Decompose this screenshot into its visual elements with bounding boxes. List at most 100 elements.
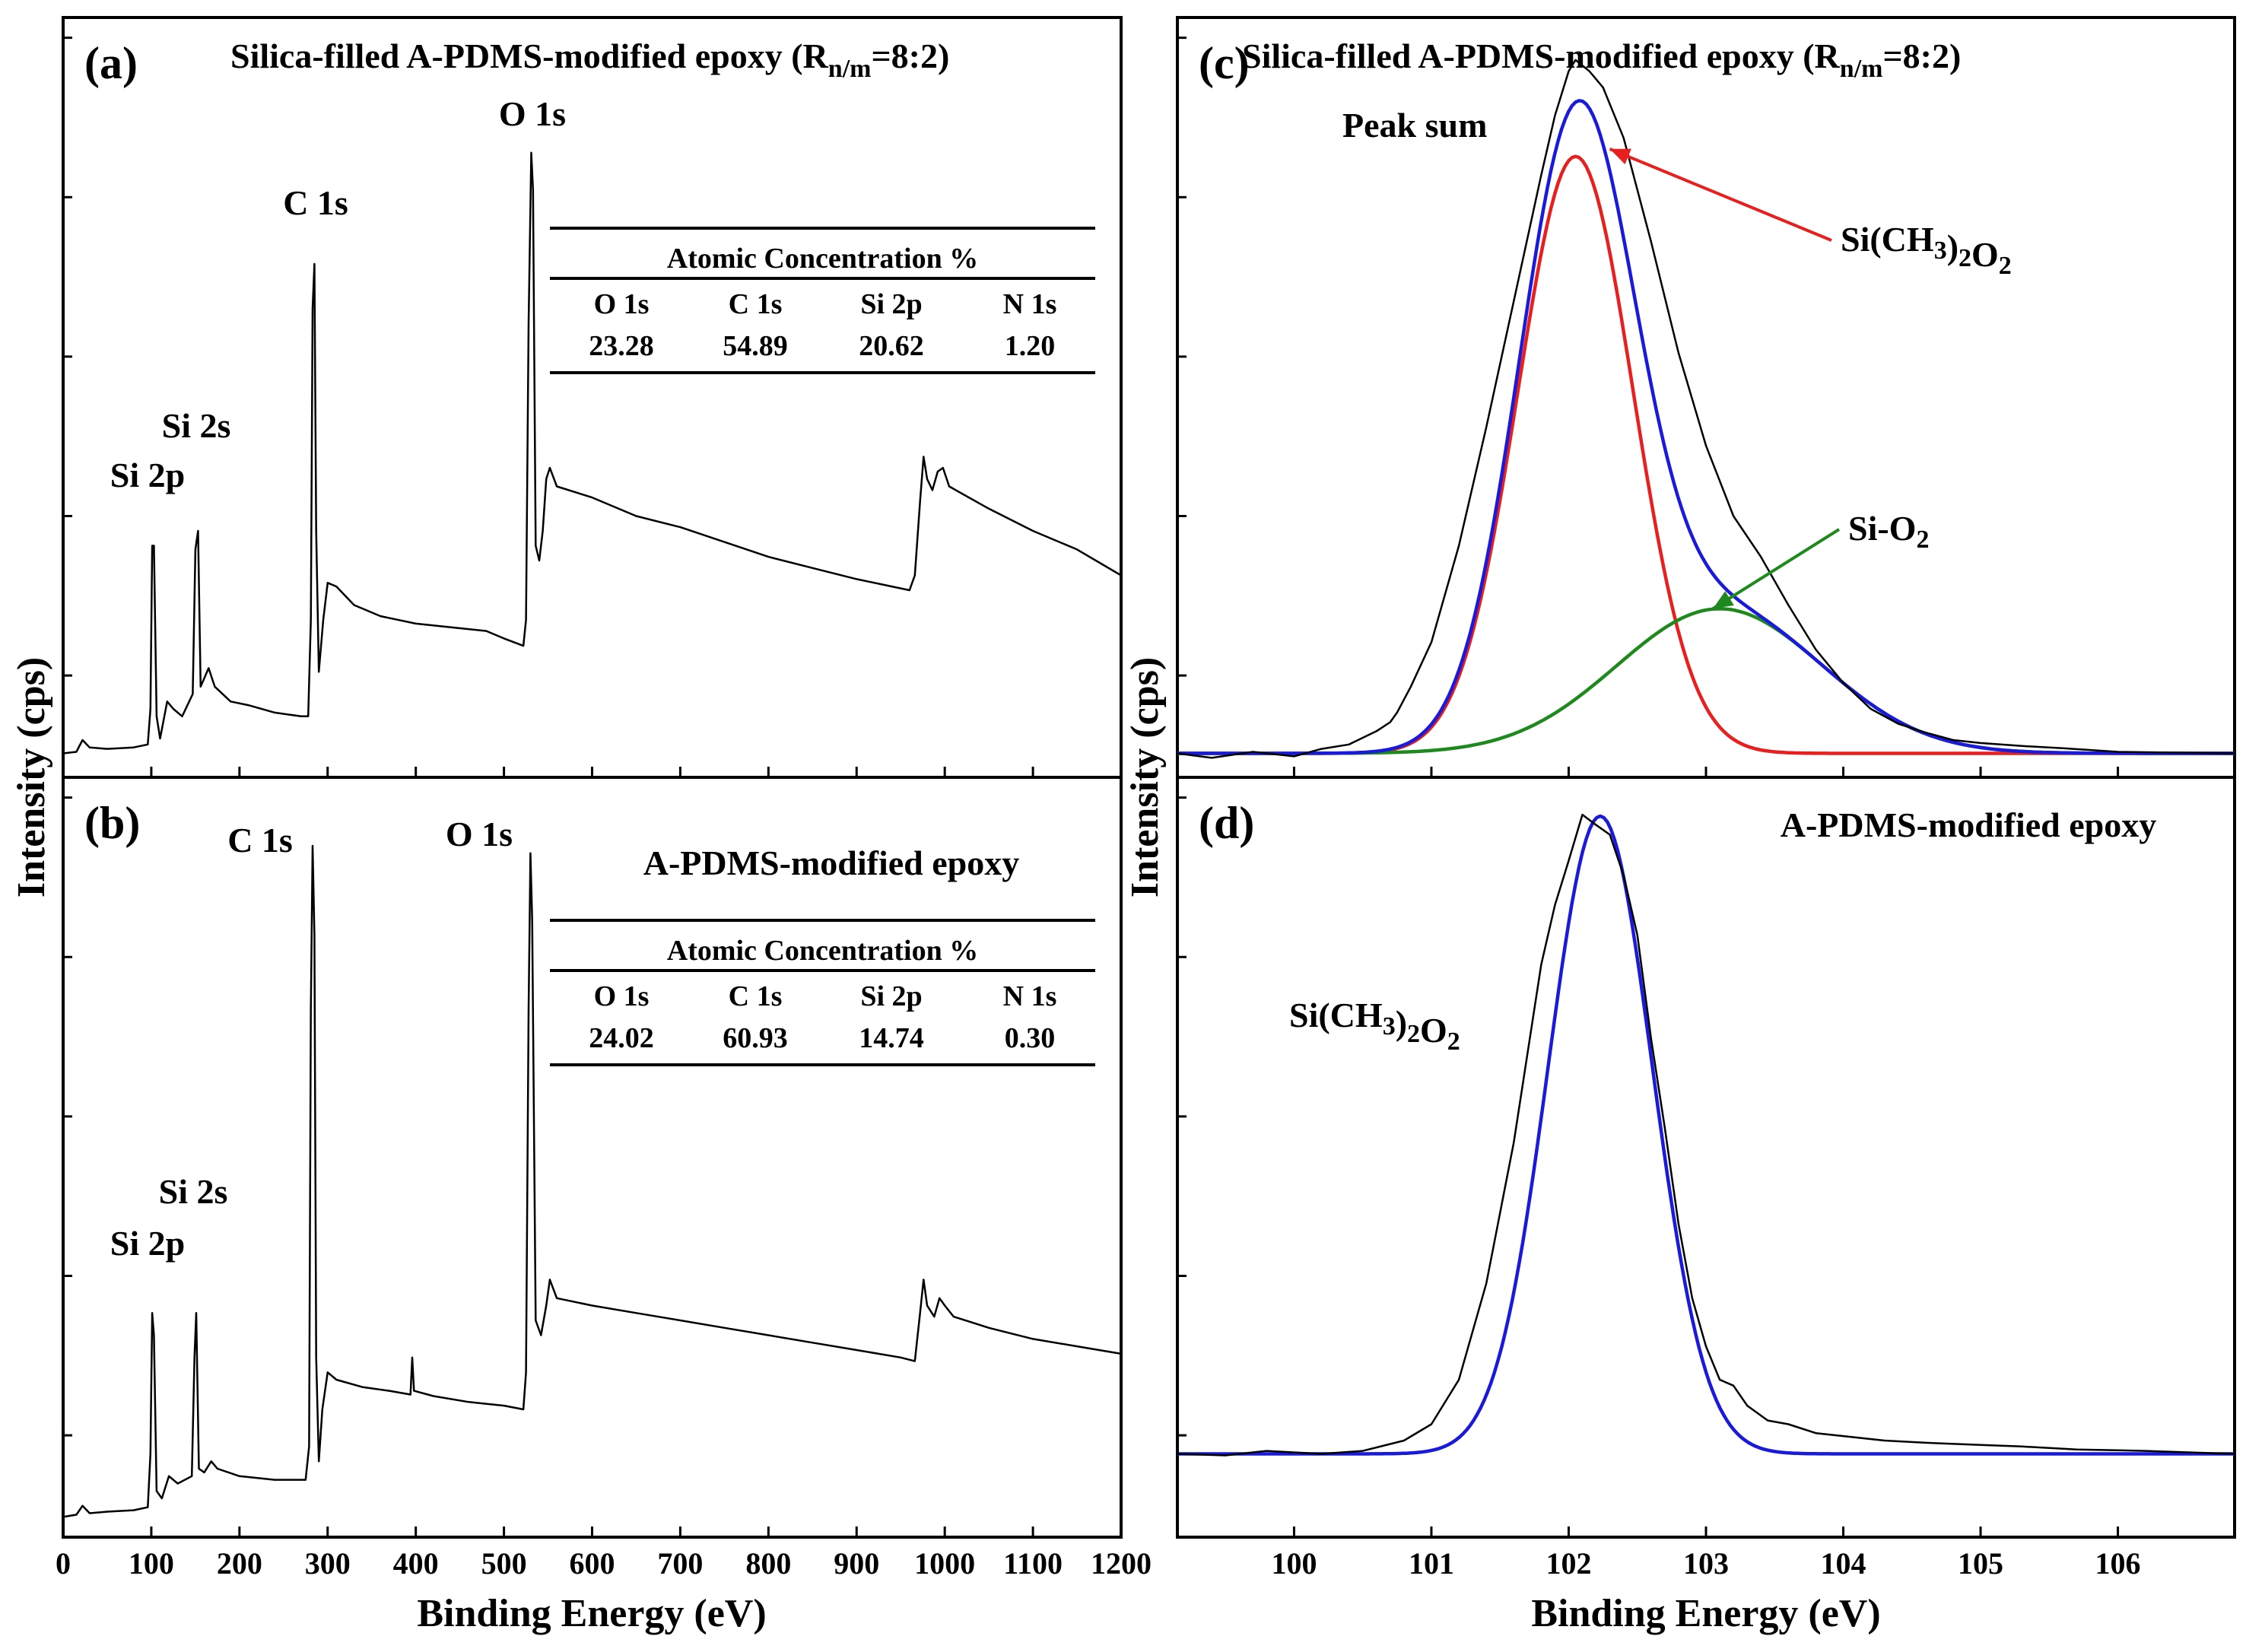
x-tick-label: 103 (1683, 1546, 1729, 1581)
panel-d: 100 101 102 103 104 105 106 (d) A-PDMS-modified … (1177, 796, 2235, 1581)
annotation-arrow (1711, 528, 1841, 611)
table-cell: 20.62 (859, 330, 924, 362)
x-tick-label: 700 (657, 1546, 703, 1581)
annotation-part: 2 (1999, 252, 2012, 280)
x-tick-label: 0 (56, 1546, 71, 1581)
table-header: Atomic Concentration % (667, 243, 978, 275)
x-tick-label: 105 (1958, 1546, 2003, 1581)
annotation-si-ch3-2o2: Si(CH3)2O2 (1841, 220, 2012, 280)
series-raw-data (1177, 813, 2235, 1457)
x-tick-label: 400 (393, 1546, 439, 1581)
x-tick-label: 1100 (1003, 1546, 1063, 1581)
peak-label: Si 2s (162, 406, 231, 445)
x-tick-label: 300 (305, 1546, 351, 1581)
panel-title-end: =8:2) (871, 37, 949, 75)
series-peak-sum (1177, 99, 2235, 755)
annotation-arrowhead (1609, 148, 1631, 164)
table-column-header: O 1s (594, 980, 650, 1012)
x-tick-label: 102 (1546, 1546, 1591, 1581)
annotation-part: 2 (1447, 1028, 1460, 1056)
annotation-part: O (1420, 1011, 1447, 1050)
peak-label: O 1s (499, 94, 566, 133)
panel-title-sub: n/m (1840, 55, 1883, 83)
peak-label: Si 2s (159, 1172, 228, 1211)
annotation-part: Si(CH (1289, 996, 1383, 1034)
panel-b: 0 100 200 300 400 500 600 700 800 900 1000 1100 1200… (56, 796, 1152, 1581)
series-survey (62, 844, 1122, 1518)
annotation-arrow (1609, 148, 1832, 242)
annotation-part: Peak sum (1342, 106, 1487, 145)
table-column-header: Si 2p (860, 288, 922, 320)
table-cell: 54.89 (723, 330, 788, 362)
panel-title: A-PDMS-modified epoxy (643, 843, 1019, 882)
x-tick-label: 100 (1271, 1546, 1317, 1581)
annotation-peak-sum: Peak sum (1342, 106, 1487, 145)
x-tick-label: 104 (1821, 1546, 1866, 1581)
annotation-part: 2 (1916, 526, 1929, 554)
annotation-arrowhead (1713, 591, 1734, 609)
annotation-part: O (1971, 235, 1999, 274)
panel-tag-a: (a) (84, 38, 138, 88)
table-column-header: Si 2p (860, 980, 922, 1012)
table-cell: 24.02 (589, 1022, 654, 1054)
annotation-si-ch3-2o2: Si(CH3)2O2 (1289, 996, 1460, 1056)
table-column-header: O 1s (594, 288, 650, 320)
panel-tag-b: (b) (84, 798, 140, 848)
annotation-part: 2 (1407, 1020, 1420, 1048)
annotation-part: 2 (1958, 244, 1971, 272)
x-tick-label: 1000 (914, 1546, 975, 1581)
series-si-o2 (1177, 607, 2235, 755)
x-tick-label: 100 (129, 1546, 174, 1581)
panel-title: Silica-filled A-PDMS-modified epoxy (Rn/… (230, 37, 949, 83)
panel-tag-c: (c) (1199, 38, 1250, 88)
table-column-header: N 1s (1003, 288, 1057, 320)
x-tick-label: 500 (481, 1546, 527, 1581)
annotation-part: Si-O (1848, 509, 1916, 548)
y-axis-label-right: Intensity (cps) (1123, 657, 1167, 897)
panel-title-main: Silica-filled A-PDMS-modified epoxy (R (230, 37, 829, 75)
annotation-part: 3 (1934, 237, 1947, 265)
peak-label: C 1s (283, 183, 348, 222)
x-tick-label: 101 (1409, 1546, 1454, 1581)
panel-title: A-PDMS-modified epoxy (1781, 805, 2156, 844)
table-cell: 60.93 (723, 1022, 788, 1054)
annotation-si-o2: Si-O2 (1848, 509, 1929, 554)
panel-title-sub: n/m (828, 55, 872, 83)
panel-title: Silica-filled A-PDMS-modified epoxy (Rn/… (1242, 37, 1961, 83)
table-column-header: N 1s (1003, 980, 1057, 1012)
y-axis-label-left: Intensity (cps) (10, 657, 53, 897)
annotation-part: ) (1396, 1003, 1407, 1042)
peak-label: Si 2p (110, 456, 185, 494)
panel-a: (a) Silica-filled A-PDMS-modified epoxy (… (62, 37, 1123, 777)
table-cell: 0.30 (1005, 1022, 1056, 1054)
series-si-ch3-2o2 (1177, 814, 2235, 1456)
table-cell: 23.28 (589, 330, 654, 362)
panel-c: (c)Silica-filled A-PDMS-modified epoxy (… (1177, 37, 2235, 777)
annotation-part: ) (1947, 227, 1958, 266)
x-tick-label: 106 (2095, 1546, 2141, 1581)
series-si-ch3-2o2 (1177, 154, 2235, 755)
table-cell: 14.74 (859, 1022, 924, 1054)
x-tick-label: 900 (834, 1546, 879, 1581)
panel-title-end: =8:2) (1882, 37, 1961, 75)
x-tick-label: 1200 (1091, 1546, 1152, 1581)
peak-label: C 1s (227, 821, 293, 859)
peak-label: Si 2p (110, 1224, 185, 1263)
annotation-part: Si(CH (1841, 220, 1934, 259)
table-column-header: C 1s (729, 288, 783, 320)
x-axis-label-right: Binding Energy (eV) (1531, 1592, 1880, 1635)
panel-tag-d: (d) (1199, 798, 1254, 848)
x-tick-label: 200 (217, 1546, 262, 1581)
x-tick-label: 600 (570, 1546, 615, 1581)
table-header: Atomic Concentration % (667, 935, 978, 967)
panel-title-main: Silica-filled A-PDMS-modified epoxy (R (1242, 37, 1841, 75)
series-survey (62, 151, 1122, 755)
x-axis-label-left: Binding Energy (eV) (417, 1592, 766, 1635)
series-raw-data (1177, 59, 2235, 759)
peak-label: O 1s (446, 815, 513, 853)
annotation-part: 3 (1383, 1012, 1396, 1040)
table-cell: 1.20 (1005, 330, 1056, 362)
table-column-header: C 1s (729, 980, 783, 1012)
x-tick-label: 800 (745, 1546, 791, 1581)
